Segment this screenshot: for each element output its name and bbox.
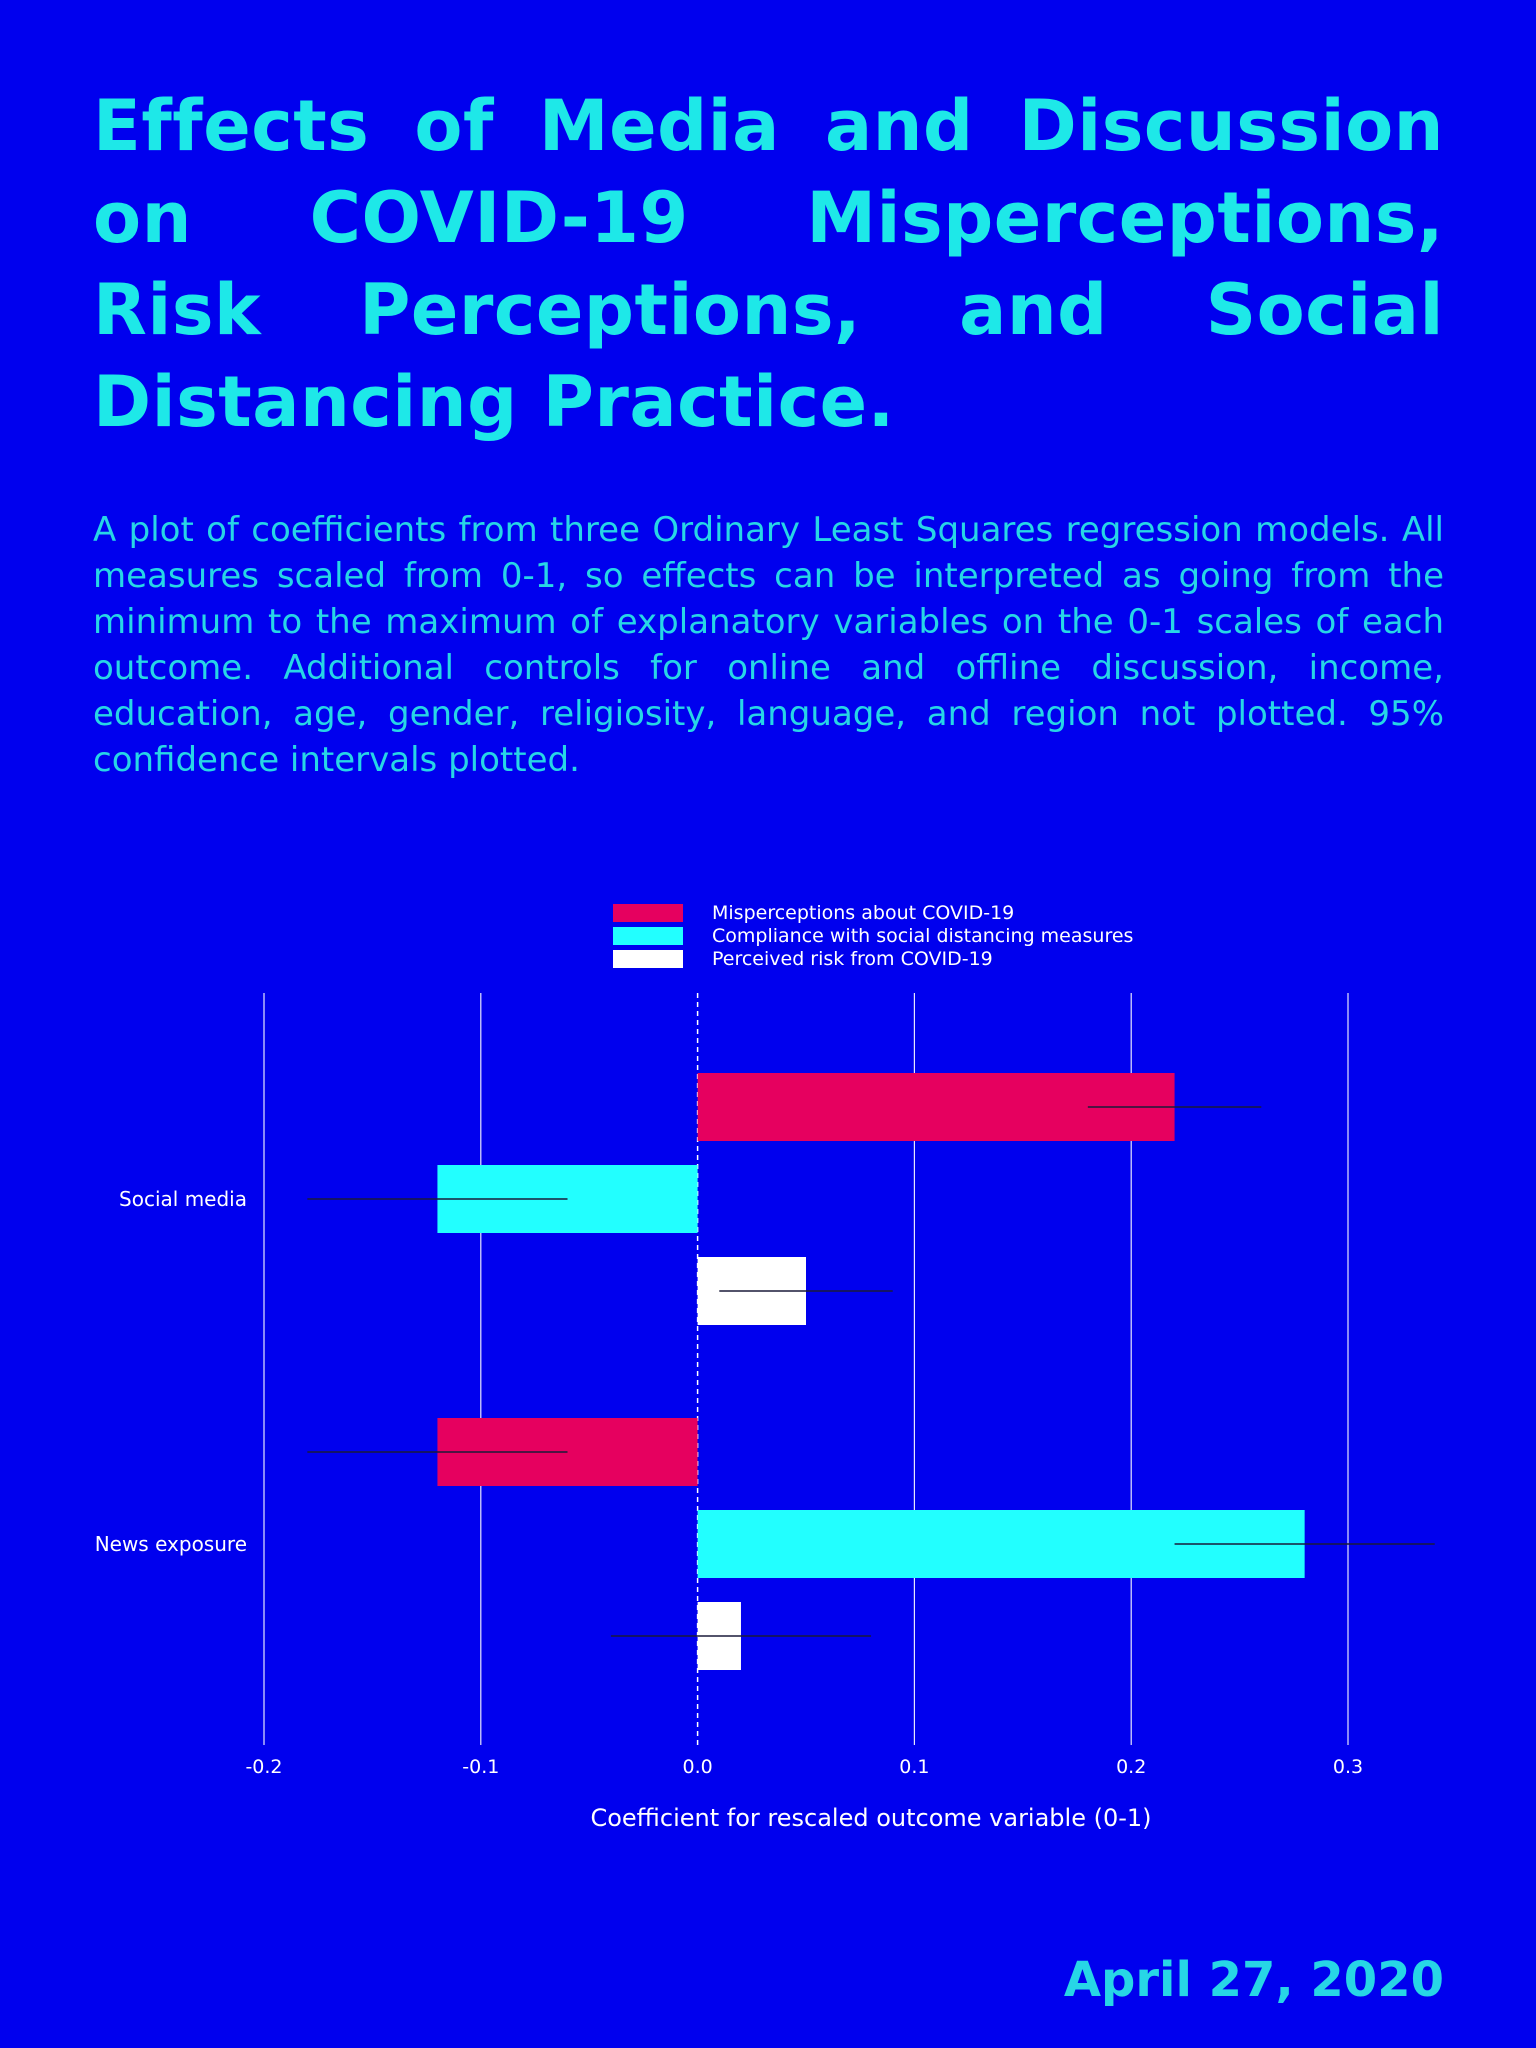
coefficient-chart: Misperceptions about COVID-19Compliance …	[95, 902, 1435, 1832]
chart-title: Effects of Media and Discussion on COVID…	[93, 85, 1444, 443]
legend-swatch	[613, 927, 683, 945]
category-axis: Social media News exposure	[95, 1187, 247, 1556]
chart-legend: Misperceptions about COVID-19Compliance …	[613, 902, 1133, 970]
x-tick-label: 0.2	[1116, 1756, 1146, 1778]
legend-label: Compliance with social distancing measur…	[712, 925, 1133, 947]
x-tick-label: -0.1	[462, 1756, 499, 1778]
legend-label: Misperceptions about COVID-19	[712, 902, 1014, 924]
legend-swatch	[613, 904, 683, 922]
x-tick-label: 0.0	[682, 1756, 712, 1778]
legend-swatch	[613, 950, 683, 968]
legend-label: Perceived risk from COVID-19	[712, 948, 993, 970]
category-label: News exposure	[95, 1532, 247, 1556]
chart-description: A plot of coefficients from three Ordina…	[93, 510, 1444, 780]
x-axis: -0.2 -0.1 0.0 0.1 0.2 0.3 Coefficient for resc…	[245, 1756, 1363, 1832]
chart-bars	[437, 1073, 1305, 1670]
x-tick-label: 0.3	[1333, 1756, 1363, 1778]
x-tick-label: -0.2	[245, 1756, 282, 1778]
chart-error-bars	[307, 1106, 1435, 1637]
publication-date: April 27, 2020	[1063, 1952, 1444, 2008]
x-axis-title: Coefficient for rescaled outcome variabl…	[590, 1804, 1151, 1832]
x-tick-label: 0.1	[899, 1756, 929, 1778]
category-label: Social media	[119, 1187, 247, 1211]
